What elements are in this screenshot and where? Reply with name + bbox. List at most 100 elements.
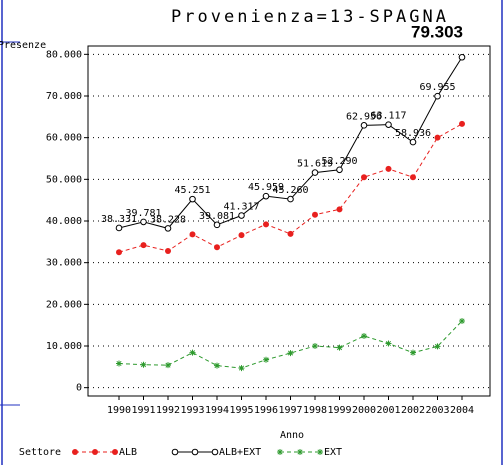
point [336,166,343,174]
point [140,242,147,249]
point [115,224,123,232]
data-label: 69.955 [419,82,455,93]
point [214,244,220,251]
point [112,449,118,455]
point [410,174,416,181]
x-tick-label: 2004 [450,405,474,416]
point [189,349,196,356]
data-label: 58.936 [395,128,431,139]
point [336,206,343,213]
data-label: 38.228 [150,214,186,225]
legend-label: ALB [119,447,137,458]
point [312,211,318,218]
point [263,221,269,228]
point [92,449,98,455]
x-tick-label: 1995 [229,405,253,416]
point [287,230,294,237]
data-label: 41.317 [223,202,259,213]
point [385,165,392,172]
point [434,134,441,141]
point [116,249,122,256]
x-tick-label: 1993 [180,405,204,416]
point [297,449,303,455]
y-tick-label: 30.000 [46,258,82,269]
point [287,350,294,357]
data-label: 79.303 [411,22,463,41]
point [165,248,171,254]
point [459,318,465,324]
x-tick-label: 1990 [107,405,131,416]
point [312,343,318,349]
point [189,195,196,203]
data-label: 63.117 [370,111,406,122]
data-label: 45.251 [174,185,210,196]
point [213,221,221,229]
legend-label: EXT [324,447,342,458]
x-tick-label: 2002 [401,405,425,416]
x-tick-label: 2000 [352,405,376,416]
point [459,120,465,127]
x-tick-label: 1991 [131,405,155,416]
y-tick-label: 0 [76,383,82,394]
x-tick-label: 1997 [278,405,302,416]
x-tick-label: 1999 [327,405,351,416]
series-line [118,320,463,369]
y-axis-label: Presenze [0,40,46,51]
point [211,448,219,456]
point [238,232,245,239]
point [262,192,270,200]
data-label: 62.956 [346,111,382,122]
point [171,448,179,456]
point [385,340,392,347]
data-label: 51.619 [297,159,333,170]
point [164,225,172,232]
point [317,449,323,455]
x-tick-label: 1996 [254,405,278,416]
point [238,212,245,219]
point [214,362,220,369]
point [287,195,294,203]
point [263,356,269,363]
point [191,448,199,456]
y-tick-label: 60.000 [46,133,82,144]
point [336,344,343,351]
point [311,169,319,176]
point [72,449,78,455]
y-tick-label: 50.000 [46,174,82,185]
chart-title: Provenienza=13-SPAGNA [171,7,449,27]
x-tick-label: 1994 [205,405,229,416]
x-tick-label: 1998 [303,405,327,416]
point [165,362,171,369]
legend-label: ALB+EXT [219,447,261,458]
y-tick-label: 20.000 [46,299,82,310]
point [140,218,147,226]
point [409,138,417,146]
data-label: 39.081 [199,211,235,222]
point [361,333,367,339]
data-label: 52.290 [321,156,357,167]
point [277,449,283,455]
data-label: 38.331 [101,214,137,225]
x-tick-label: 2001 [376,405,400,416]
data-label: 45.260 [272,185,308,196]
point [360,122,368,129]
point [361,174,367,181]
data-label: 39.781 [125,208,161,219]
point [458,53,466,61]
point [385,121,392,128]
y-tick-label: 40.000 [46,216,82,227]
x-tick-label: 1992 [156,405,180,416]
point [238,365,245,372]
point [140,361,147,368]
x-tick-label: 2003 [425,405,449,416]
y-tick-label: 80.000 [46,49,82,60]
x-axis-label: Anno [280,430,304,441]
point [434,343,441,350]
y-tick-label: 70.000 [46,91,82,102]
point [189,231,196,238]
legend-title: Settore [19,447,61,458]
point [410,349,416,356]
data-label: 45.959 [248,182,284,193]
